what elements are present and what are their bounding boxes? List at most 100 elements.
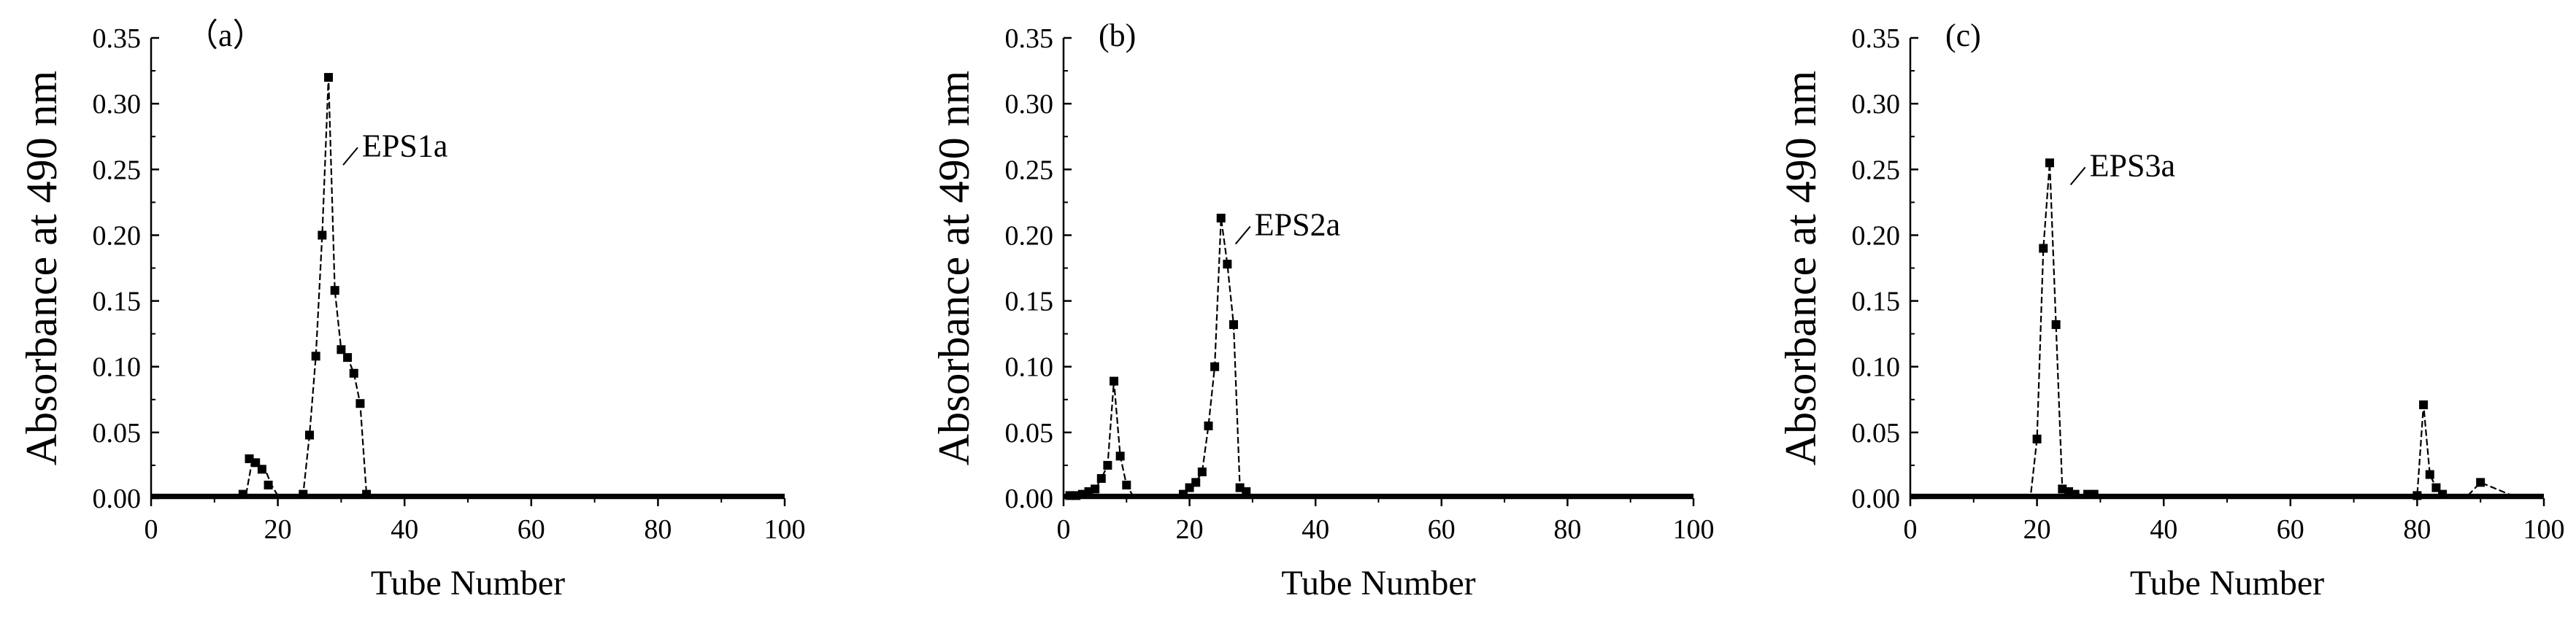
data-point bbox=[2070, 489, 2080, 499]
y-tick-label: 0.00 bbox=[1852, 484, 1901, 514]
y-tick-label: 0.10 bbox=[1852, 352, 1901, 383]
data-point bbox=[2045, 158, 2054, 168]
annotation-pointer bbox=[2069, 166, 2086, 185]
data-point bbox=[238, 489, 247, 499]
y-tick-label: 0.20 bbox=[93, 220, 142, 251]
data-point bbox=[2039, 244, 2048, 253]
y-tick-label: 0.05 bbox=[1005, 418, 1054, 449]
x-tick-label: 40 bbox=[1302, 514, 1329, 545]
data-point bbox=[349, 368, 358, 378]
data-point bbox=[2089, 489, 2099, 499]
data-point bbox=[362, 489, 372, 499]
data-point bbox=[343, 353, 353, 363]
y-tick-label: 0.00 bbox=[1005, 484, 1054, 514]
y-tick-label: 0.15 bbox=[93, 287, 142, 317]
data-point bbox=[2425, 470, 2434, 479]
panel-label: （a） bbox=[186, 18, 265, 53]
x-axis-title: Tube Number bbox=[1281, 564, 1475, 602]
x-tick-label: 20 bbox=[2023, 514, 2051, 545]
data-point bbox=[299, 489, 308, 499]
data-point bbox=[1091, 484, 1100, 494]
y-axis-title: Absorbance at 490 nm bbox=[1777, 71, 1825, 466]
y-tick-label: 0.30 bbox=[93, 89, 142, 120]
data-point bbox=[2431, 483, 2441, 492]
data-point bbox=[1229, 320, 1239, 330]
x-tick-label: 80 bbox=[2403, 514, 2431, 545]
data-point bbox=[1223, 260, 1232, 269]
y-tick-label: 0.20 bbox=[1005, 220, 1054, 251]
x-tick-label: 100 bbox=[2523, 514, 2565, 545]
data-point bbox=[311, 352, 320, 361]
data-point bbox=[355, 399, 365, 408]
x-tick-label: 100 bbox=[1673, 514, 1715, 545]
data-point bbox=[1242, 487, 1251, 496]
series-line bbox=[151, 77, 785, 497]
y-tick-label: 0.00 bbox=[93, 484, 142, 514]
data-point bbox=[264, 480, 273, 489]
y-axis-title: Absorbance at 490 nm bbox=[930, 71, 978, 466]
x-tick-label: 0 bbox=[145, 514, 158, 545]
peak-annotation: EPS3a bbox=[2090, 147, 2175, 183]
data-point bbox=[1096, 473, 1106, 483]
data-point bbox=[2476, 478, 2485, 487]
data-point bbox=[2032, 434, 2042, 443]
chart-panel-1: 0.00 0.05 0.10 0.15 0.20 0.25 0.30 0.35 0 20 40 60 8… bbox=[930, 18, 1715, 602]
data-point bbox=[2412, 491, 2422, 500]
y-tick-label: 0.35 bbox=[1852, 23, 1901, 54]
y-tick-label: 0.15 bbox=[1005, 287, 1054, 317]
x-tick-label: 40 bbox=[2150, 514, 2177, 545]
data-point bbox=[324, 73, 334, 82]
y-tick-label: 0.30 bbox=[1005, 89, 1054, 120]
y-tick-label: 0.10 bbox=[1005, 352, 1054, 383]
panel-label: (c) bbox=[1945, 18, 1981, 53]
x-tick-label: 20 bbox=[264, 514, 292, 545]
y-tick-label: 0.05 bbox=[1852, 418, 1901, 449]
data-point bbox=[1115, 452, 1125, 461]
series-line bbox=[1064, 217, 1693, 497]
x-tick-label: 20 bbox=[1176, 514, 1204, 545]
y-tick-label: 0.30 bbox=[1852, 89, 1901, 120]
data-point bbox=[251, 458, 261, 468]
x-tick-label: 60 bbox=[1428, 514, 1456, 545]
y-tick-label: 0.20 bbox=[1852, 220, 1901, 251]
x-tick-label: 60 bbox=[2277, 514, 2304, 545]
data-point bbox=[2419, 400, 2429, 409]
data-point bbox=[337, 345, 346, 354]
x-tick-label: 40 bbox=[391, 514, 418, 545]
data-point bbox=[1122, 480, 1131, 489]
y-tick-label: 0.15 bbox=[1852, 287, 1901, 317]
x-tick-label: 0 bbox=[1057, 514, 1071, 545]
series-line bbox=[1910, 163, 2544, 497]
data-point bbox=[1191, 478, 1201, 487]
data-point bbox=[318, 230, 327, 240]
data-point bbox=[1103, 460, 1112, 470]
annotation-pointer bbox=[342, 147, 358, 166]
data-point bbox=[257, 465, 266, 474]
x-axis-title: Tube Number bbox=[371, 564, 565, 602]
y-tick-label: 0.05 bbox=[93, 418, 142, 449]
x-tick-label: 80 bbox=[644, 514, 672, 545]
peak-annotation: EPS1a bbox=[362, 128, 447, 163]
data-point bbox=[305, 430, 314, 440]
y-tick-label: 0.35 bbox=[93, 23, 142, 54]
chart-panel-0: 0.00 0.05 0.10 0.15 0.20 0.25 0.30 0.35 0 20 40 60 8… bbox=[18, 18, 806, 602]
y-tick-label: 0.10 bbox=[93, 352, 142, 383]
data-point bbox=[1110, 376, 1119, 386]
x-tick-label: 0 bbox=[1904, 514, 1918, 545]
x-tick-label: 100 bbox=[764, 514, 806, 545]
y-tick-label: 0.25 bbox=[1005, 155, 1054, 185]
y-tick-label: 0.25 bbox=[93, 155, 142, 185]
y-axis-title: Absorbance at 490 nm bbox=[18, 71, 66, 466]
annotation-pointer bbox=[1234, 225, 1251, 245]
y-tick-label: 0.35 bbox=[1005, 23, 1054, 54]
data-point bbox=[1216, 213, 1226, 222]
data-point bbox=[1178, 489, 1188, 499]
data-point bbox=[2438, 489, 2448, 499]
x-tick-label: 60 bbox=[518, 514, 545, 545]
data-point bbox=[1197, 467, 1207, 476]
y-tick-label: 0.25 bbox=[1852, 155, 1901, 185]
data-point bbox=[330, 286, 339, 295]
data-point bbox=[1210, 362, 1220, 371]
